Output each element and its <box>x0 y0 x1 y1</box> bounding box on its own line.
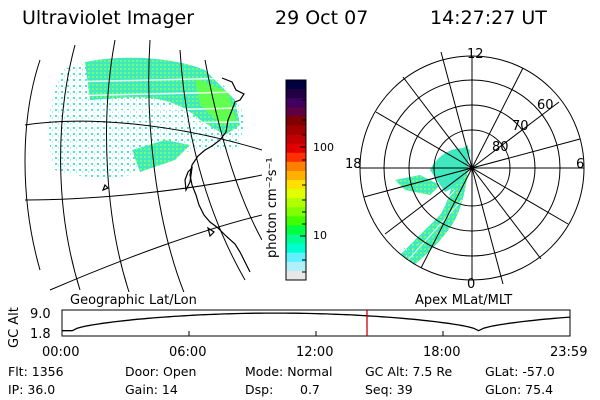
colorbar-tick-10: 10 <box>313 229 327 242</box>
colorbar-band <box>286 152 306 163</box>
time-tick-1800: 18:00 <box>423 345 461 360</box>
lat-label-70: 70 <box>512 119 529 134</box>
altitude-curve <box>62 312 571 332</box>
door-status: Door: Open <box>125 364 197 379</box>
colorbar-band <box>286 98 306 108</box>
colorbar-band <box>286 225 306 236</box>
dsp-value: 0.7 <box>300 382 320 397</box>
colorbar-band <box>286 234 306 245</box>
observation-time: 14:27:27 UT <box>430 7 547 29</box>
colorbar-band <box>286 270 306 281</box>
sequence-number: Seq: 39 <box>365 382 413 397</box>
time-tick-0000: 00:00 <box>42 345 80 360</box>
time-tick-0600: 06:00 <box>169 345 207 360</box>
polar-grid <box>359 51 585 285</box>
colorbar-band <box>286 180 306 190</box>
geo-longitude: GLon: 75.4 <box>485 382 554 397</box>
colorbar-band <box>286 80 306 90</box>
colorbar-band <box>286 134 306 145</box>
polar-map <box>359 51 585 285</box>
instrument-title: Ultraviolet Imager <box>22 7 195 29</box>
colorbar-tick-100: 100 <box>313 141 334 154</box>
colorbar-band <box>286 252 306 263</box>
mlt-label-0: 0 <box>467 277 476 292</box>
colorbar-band <box>286 170 306 181</box>
polar-map-label: Apex MLat/MLT <box>415 293 513 308</box>
colorbar-minor-ticks <box>300 99 306 273</box>
colorbar-band <box>286 189 306 199</box>
dsp-label: Dsp: <box>245 382 274 397</box>
geographic-map <box>24 39 262 292</box>
colorbar-band <box>286 261 306 272</box>
gain-value: Gain: 14 <box>125 382 178 397</box>
colorbar-band <box>286 116 306 126</box>
gc-altitude: GC Alt: 7.5 Re <box>365 364 453 379</box>
colorbar-frame <box>285 79 307 281</box>
colorbar <box>286 80 306 281</box>
lat-label-80: 80 <box>492 140 509 155</box>
geo-parallels <box>24 120 262 291</box>
colorbar-band <box>286 243 306 254</box>
colorbar-band <box>286 89 306 99</box>
time-tick-1200: 12:00 <box>296 345 334 360</box>
geo-aurora-emission <box>49 57 246 178</box>
mlt-label-6: 6 <box>576 157 585 172</box>
colorbar-unit-label: photon cm⁻²s⁻¹ <box>265 157 280 258</box>
observation-date: 29 Oct 07 <box>275 7 369 29</box>
mode-value: Mode: Normal <box>245 364 333 379</box>
lat-label-60: 60 <box>537 98 554 113</box>
geo-meridians <box>24 39 262 292</box>
flight-number: Flt: 1356 <box>8 364 64 379</box>
time-tick-2359: 23:59 <box>550 345 588 360</box>
colorbar-band <box>286 216 306 226</box>
colorbar-band <box>286 161 306 172</box>
colorbar-band <box>286 107 306 117</box>
altitude-ytick-low: 1.8 <box>30 327 51 342</box>
colorbar-band <box>286 198 306 208</box>
ip-value: IP: 36.0 <box>8 382 56 397</box>
altitude-ylabel: GC Alt <box>7 307 22 348</box>
colorbar-band <box>286 143 306 154</box>
colorbar-band <box>286 125 306 136</box>
altitude-plot <box>61 309 571 337</box>
altitude-ticks <box>61 331 571 336</box>
mlt-label-12: 12 <box>467 47 484 62</box>
colorbar-band <box>286 207 306 217</box>
geo-map-label: Geographic Lat/Lon <box>70 293 197 308</box>
polar-aurora-emission <box>370 145 470 280</box>
mlt-label-18: 18 <box>345 157 362 172</box>
geo-coastline <box>101 77 251 273</box>
geo-latitude: GLat: -57.0 <box>485 364 555 379</box>
altitude-ytick-high: 9.0 <box>30 307 51 322</box>
